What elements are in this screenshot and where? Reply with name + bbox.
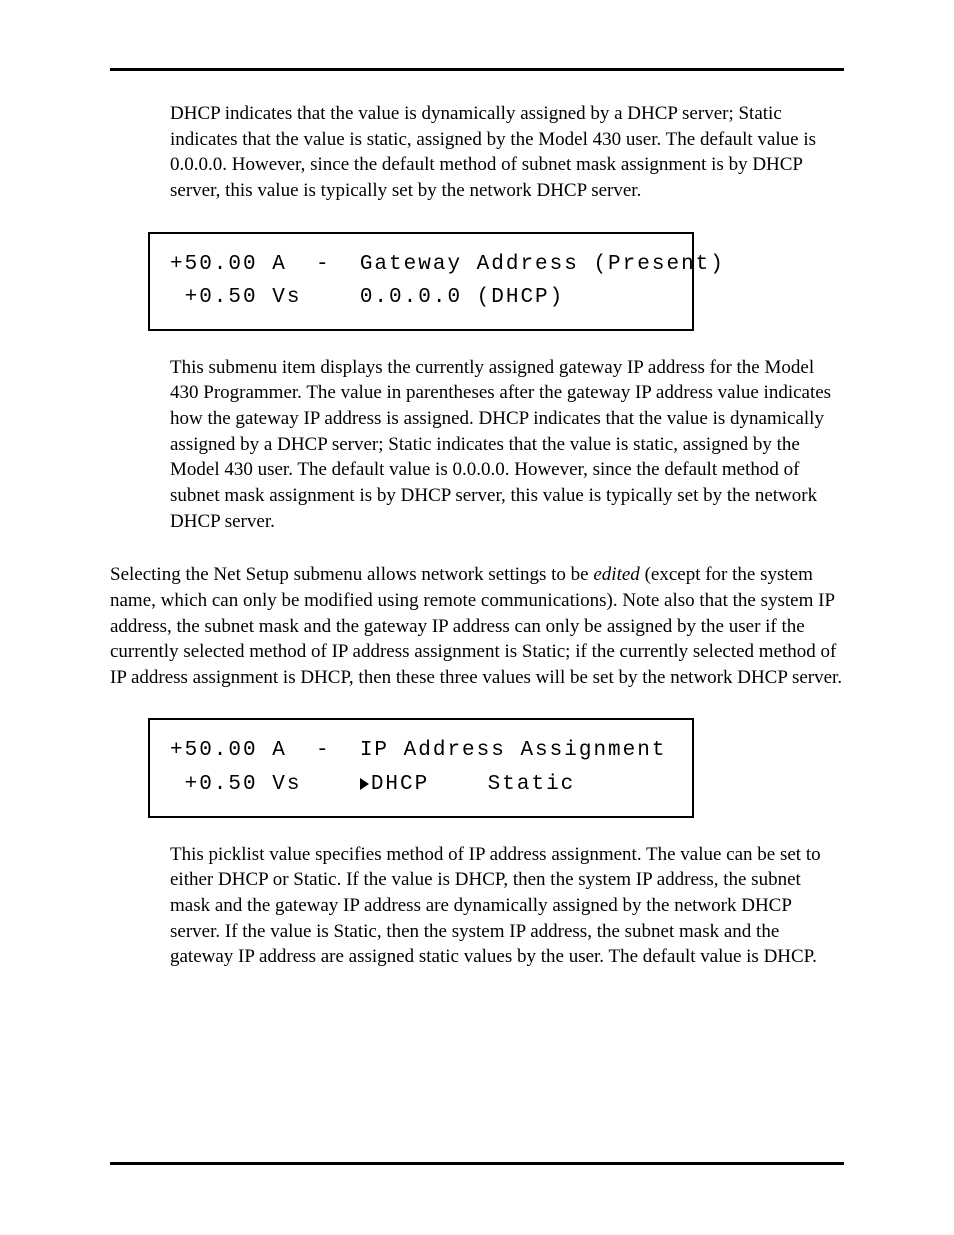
- lcd-line-2: +0.50 Vs DHCP Static: [170, 768, 672, 802]
- header-spacer: [110, 50, 844, 68]
- net-setup-pre: Selecting the Net Setup submenu allows n…: [110, 564, 593, 585]
- paragraph-gateway-description: This submenu item displays the currently…: [170, 355, 844, 534]
- cursor-icon: [360, 778, 369, 790]
- lcd-line-1: +50.00 A - Gateway Address (Present): [170, 248, 672, 282]
- lcd-display-gateway: +50.00 A - Gateway Address (Present) +0.…: [148, 232, 694, 331]
- footer-rule-group: [110, 1162, 844, 1165]
- net-setup-emphasis: edited: [593, 564, 639, 585]
- paragraph-net-setup-intro: Selecting the Net Setup submenu allows n…: [110, 562, 844, 690]
- lcd-display-ip-assignment: +50.00 A - IP Address Assignment +0.50 V…: [148, 718, 694, 817]
- lcd-option-static: Static: [488, 773, 576, 796]
- paragraph-dhcp-subnet-note: DHCP indicates that the value is dynamic…: [170, 101, 844, 204]
- bottom-rule-thick: [110, 1162, 844, 1165]
- paragraph-picklist-description: This picklist value specifies method of …: [170, 842, 844, 970]
- lcd-line2-left: +0.50 Vs: [170, 773, 360, 796]
- page: DHCP indicates that the value is dynamic…: [0, 0, 954, 1235]
- lcd-option-dhcp: DHCP: [371, 773, 429, 796]
- content-area: DHCP indicates that the value is dynamic…: [110, 71, 844, 970]
- lcd-line-2: +0.50 Vs 0.0.0.0 (DHCP): [170, 281, 672, 315]
- lcd-line2-mid: [429, 773, 487, 796]
- lcd-line-1: +50.00 A - IP Address Assignment: [170, 734, 672, 768]
